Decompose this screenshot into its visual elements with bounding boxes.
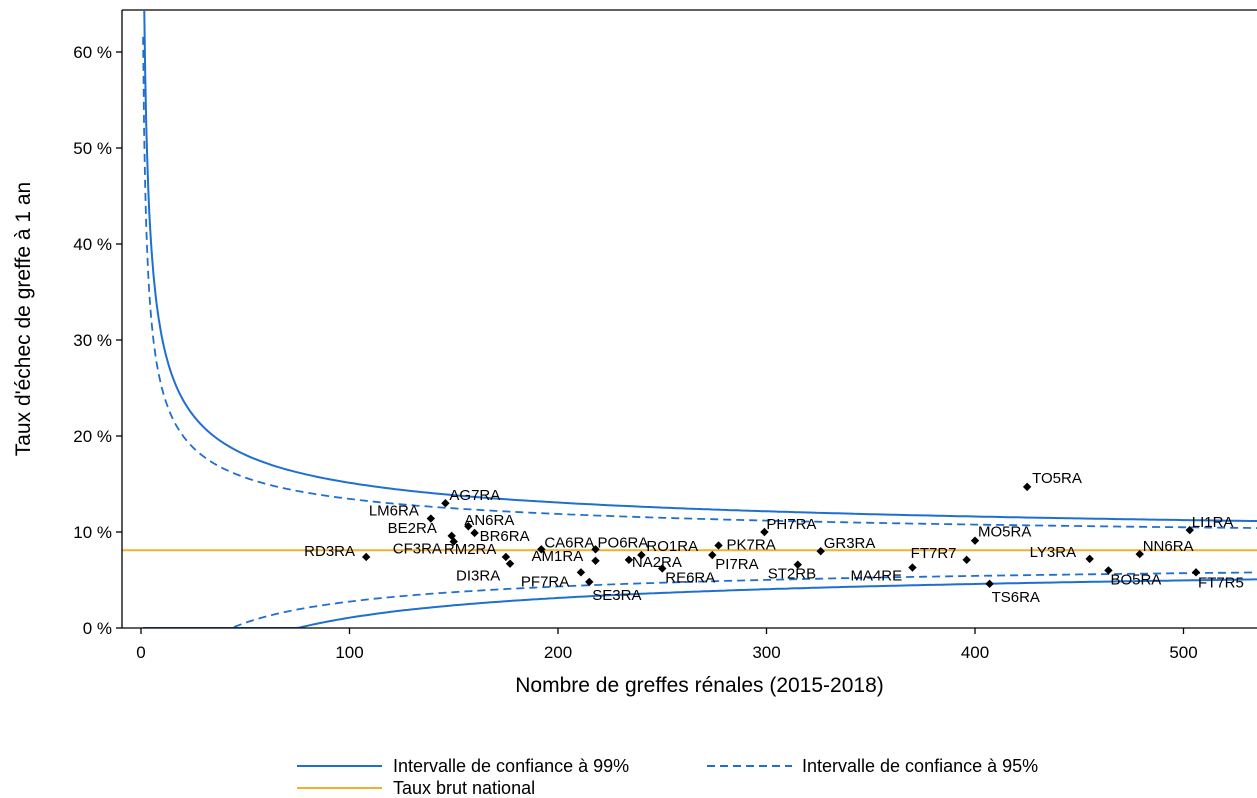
- y-tick-label: 50 %: [73, 139, 112, 158]
- point-marker-cf3ra: [449, 537, 458, 546]
- legend-label-2: Intervalle de confiance à 95%: [802, 756, 1038, 776]
- point-marker-ma4re: [908, 563, 917, 572]
- point-marker-di3ra: [505, 559, 515, 568]
- point-marker-to5ra: [1022, 482, 1032, 492]
- y-tick-label: 0 %: [83, 619, 112, 638]
- point-marker-lm6ra: [426, 514, 436, 523]
- point-label-ph7ra: PH7RA: [766, 516, 816, 533]
- point-label-ma4re: MA4RE: [850, 568, 902, 585]
- point-marker-am1ra: [591, 556, 600, 565]
- point-marker-na2ra: [624, 555, 634, 565]
- point-label-to5ra: TO5RA: [1032, 470, 1082, 487]
- point-label-pk7ra: PK7RA: [727, 536, 776, 553]
- point-label-ag7ra: AG7RA: [449, 487, 500, 504]
- point-label-rd3ra: RD3RA: [304, 543, 355, 560]
- point-label-mo5ra: MO5RA: [978, 524, 1031, 541]
- point-marker-rd3ra: [361, 552, 371, 562]
- point-label-se3ra: SE3RA: [592, 587, 641, 604]
- ci95-lower-line: [143, 571, 1257, 628]
- point-label-ts6ra: TS6RA: [992, 589, 1040, 606]
- point-label-nn6ra: NN6RA: [1143, 538, 1194, 555]
- point-marker-ph7ra: [760, 527, 769, 537]
- point-label-st2rb: ST2RB: [768, 566, 816, 583]
- y-tick-label: 40 %: [73, 235, 112, 254]
- axes: [116, 9, 1257, 634]
- point-marker-ag7ra: [441, 499, 450, 508]
- point-label-ly3ra: LY3RA: [1030, 544, 1076, 561]
- x-tick-label: 200: [544, 643, 572, 662]
- y-tick-label: 20 %: [73, 427, 112, 446]
- point-marker-ly3ra: [1085, 554, 1094, 564]
- point-label-ro1ra: RO1RA: [646, 538, 698, 555]
- point-marker-ts6ra: [985, 579, 994, 589]
- point-label-pf7ra: PF7RA: [521, 573, 569, 590]
- point-marker-nn6ra: [1135, 549, 1144, 559]
- point-marker-br6ra: [470, 528, 479, 538]
- point-marker-rm2ra: [501, 552, 511, 562]
- x-tick-label: 100: [335, 643, 363, 662]
- point-marker-re6ra: [658, 564, 667, 573]
- point-label-cf3ra: CF3RA: [393, 541, 442, 558]
- ci95-upper-line: [142, 36, 1257, 529]
- point-marker-li1ra: [1185, 525, 1194, 535]
- point-label-na2ra: NA2RA: [632, 554, 682, 571]
- point-label-rm2ra: RM2RA: [444, 541, 497, 558]
- y-tick-label: 60 %: [73, 43, 112, 62]
- point-marker-ft7r5: [1191, 568, 1201, 577]
- point-label-lm6ra: LM6RA: [369, 503, 419, 520]
- point-marker-po6ra: [591, 545, 600, 554]
- x-tick-label: 400: [961, 643, 989, 662]
- x-tick-label: 500: [1169, 643, 1197, 662]
- point-marker-pi7ra: [708, 550, 717, 560]
- point-marker-an6ra: [464, 522, 473, 531]
- point-label-ca6ra: CA6RA: [544, 534, 594, 551]
- point-marker-mo5ra: [970, 536, 980, 545]
- point-marker-ft7r7: [962, 555, 971, 565]
- data-points: RD3RA LM6RA AG7RA BE2RA CF3RA AN6RABR6RARM2RA…: [304, 470, 1244, 606]
- tick-labels: 0 100 200 300 400 500 0 % 10 % 20 % 30 % 40 % 50 % 6…: [73, 43, 1197, 662]
- point-label-li1ra: LI1RA: [1192, 514, 1234, 531]
- point-label-ft7r5: FT7R5: [1198, 574, 1244, 591]
- point-marker-bo5ra: [1104, 566, 1113, 575]
- point-marker-gr3ra: [816, 547, 825, 556]
- point-label-di3ra: DI3RA: [456, 568, 500, 585]
- x-tick-label: 0: [136, 643, 145, 662]
- point-label-ft7r7: FT7R7: [911, 545, 957, 562]
- point-marker-pf7ra: [576, 568, 586, 577]
- point-label-gr3ra: GR3RA: [824, 535, 876, 552]
- ci99-lower-line: [143, 578, 1257, 628]
- legend-label-1: Intervalle de confiance à 99%: [393, 756, 629, 776]
- y-axis-label: Taux d'échec de greffe à 1 an: [12, 182, 35, 457]
- y-tick-label: 30 %: [73, 331, 112, 350]
- y-tick-label: 10 %: [73, 523, 112, 542]
- x-axis-label: Nombre de greffes rénales (2015-2018): [515, 674, 884, 697]
- confidence-curves: [142, 11, 1257, 628]
- point-marker-ca6ra: [537, 545, 546, 554]
- ci99-upper-line: [143, 11, 1257, 523]
- point-label-be2ra: BE2RA: [388, 520, 437, 537]
- point-label-br6ra: BR6RA: [480, 528, 530, 545]
- point-marker-ro1ra: [637, 550, 646, 560]
- x-tick-label: 300: [752, 643, 780, 662]
- point-label-po6ra: PO6RA: [598, 534, 649, 551]
- point-marker-pk7ra: [714, 541, 723, 550]
- legend-label-3: Taux brut national: [393, 778, 535, 798]
- point-label-re6ra: RE6RA: [665, 569, 715, 586]
- legend: Intervalle de confiance à 99% Intervalle …: [297, 756, 1038, 798]
- point-label-am1ra: AM1RA: [532, 548, 584, 565]
- point-label-pi7ra: PI7RA: [715, 556, 758, 573]
- point-marker-se3ra: [585, 577, 594, 587]
- point-marker-st2rb: [793, 560, 802, 569]
- point-label-an6ra: AN6RA: [464, 512, 514, 529]
- point-label-bo5ra: BO5RA: [1110, 571, 1161, 588]
